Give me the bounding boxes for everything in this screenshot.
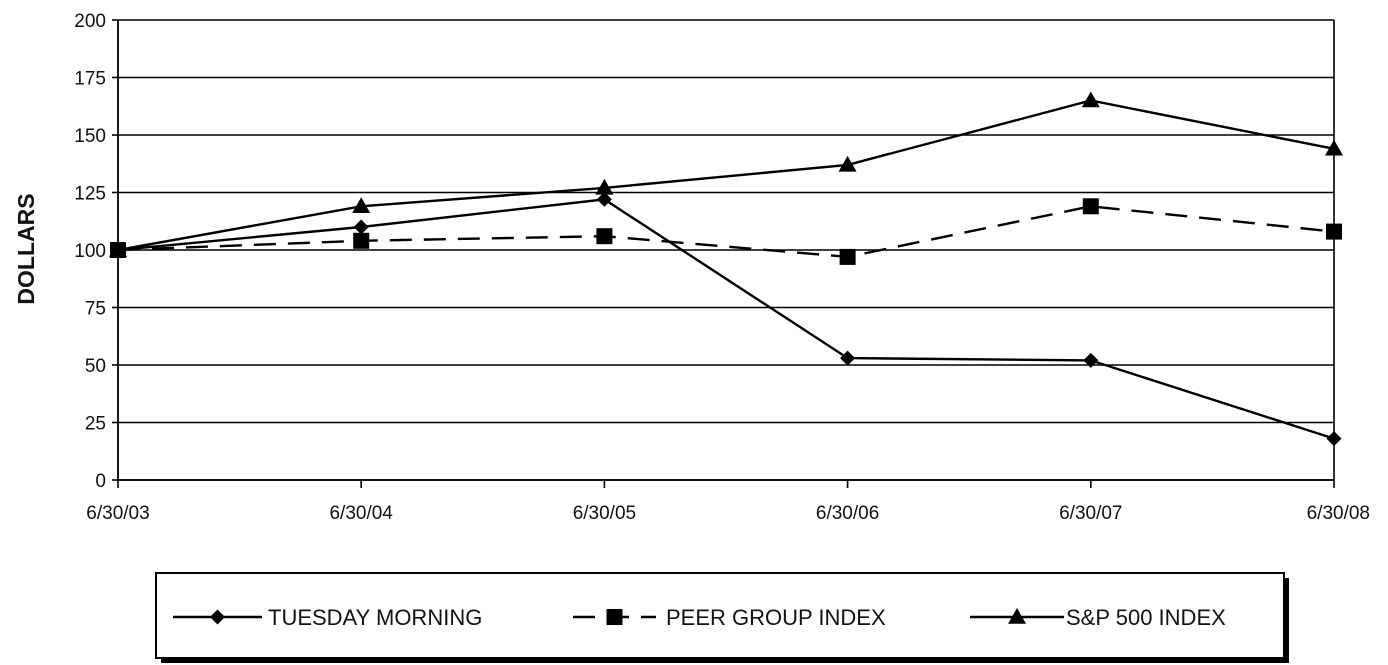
y-tick-label: 75 bbox=[85, 299, 106, 320]
axes bbox=[112, 19, 1335, 488]
legend-marker-diamond bbox=[210, 609, 225, 625]
y-tick-label: 50 bbox=[85, 356, 106, 377]
y-tick-label: 100 bbox=[74, 241, 106, 262]
data-point-s-p-500-index bbox=[1325, 139, 1343, 156]
y-tick-labels: 0 25 50 75 100 125 150 175 200 bbox=[74, 11, 106, 492]
data-point-s-p-500-index bbox=[1081, 91, 1100, 108]
data-point-s-p-500-index bbox=[109, 241, 127, 257]
x-tick-label: 6/30/03 bbox=[86, 503, 149, 524]
series-peer-group-index bbox=[110, 198, 1342, 265]
data-point-s-p-500-index bbox=[352, 197, 371, 214]
data-point-tuesday-morning bbox=[1326, 431, 1342, 447]
data-point-peer-group-index bbox=[1082, 198, 1099, 215]
x-tick-label: 6/30/08 bbox=[1307, 503, 1370, 524]
legend-marker-square bbox=[606, 609, 623, 625]
data-point-s-p-500-index bbox=[595, 178, 614, 195]
y-axis-label: DOLLARS bbox=[13, 193, 39, 304]
series-s-p-500-index bbox=[109, 91, 1343, 257]
data-point-tuesday-morning bbox=[596, 191, 612, 207]
grid-lines bbox=[118, 19, 1334, 481]
x-tick-label: 6/30/05 bbox=[573, 503, 636, 524]
data-point-tuesday-morning bbox=[1083, 352, 1099, 368]
legend-item-s-p-500-index: S&P 500 INDEX bbox=[970, 605, 1226, 630]
y-tick-label: 125 bbox=[74, 184, 106, 205]
data-point-s-p-500-index bbox=[838, 155, 857, 172]
y-tick-label: 150 bbox=[74, 126, 106, 147]
data-point-peer-group-index bbox=[839, 248, 856, 265]
legend-label: TUESDAY MORNING bbox=[268, 605, 482, 630]
legend-item-tuesday-morning: TUESDAY MORNING bbox=[173, 605, 482, 630]
y-tick-label: 200 bbox=[74, 11, 106, 32]
series bbox=[109, 91, 1343, 447]
data-point-tuesday-morning bbox=[353, 219, 369, 235]
legend-label: S&P 500 INDEX bbox=[1066, 605, 1226, 630]
legend-box bbox=[155, 572, 1285, 659]
legend-label: PEER GROUP INDEX bbox=[666, 605, 886, 630]
data-point-tuesday-morning bbox=[840, 350, 856, 366]
legend: TUESDAY MORNING PEER GROUP INDEX S&P 500 I… bbox=[155, 572, 1289, 663]
x-tick-labels: 6/30/03 6/30/04 6/30/05 6/30/06 6/30/07 6/30/… bbox=[86, 503, 1370, 524]
series-line-tuesday-morning bbox=[117, 198, 1335, 440]
series-tuesday-morning bbox=[110, 191, 1342, 447]
data-point-peer-group-index bbox=[353, 232, 370, 249]
series-line-s-p-500-index bbox=[117, 99, 1335, 252]
y-tick-label: 0 bbox=[95, 471, 106, 492]
x-tick-label: 6/30/07 bbox=[1059, 503, 1122, 524]
y-tick-label: 25 bbox=[85, 414, 106, 435]
data-point-peer-group-index bbox=[1326, 223, 1342, 240]
x-tick-label: 6/30/04 bbox=[329, 503, 393, 524]
y-tick-label: 175 bbox=[74, 69, 106, 90]
data-point-peer-group-index bbox=[596, 228, 613, 245]
x-tick-label: 6/30/06 bbox=[816, 503, 879, 524]
legend-marker-triangle bbox=[1008, 608, 1026, 624]
legend-item-peer-group-index: PEER GROUP INDEX bbox=[573, 605, 886, 630]
